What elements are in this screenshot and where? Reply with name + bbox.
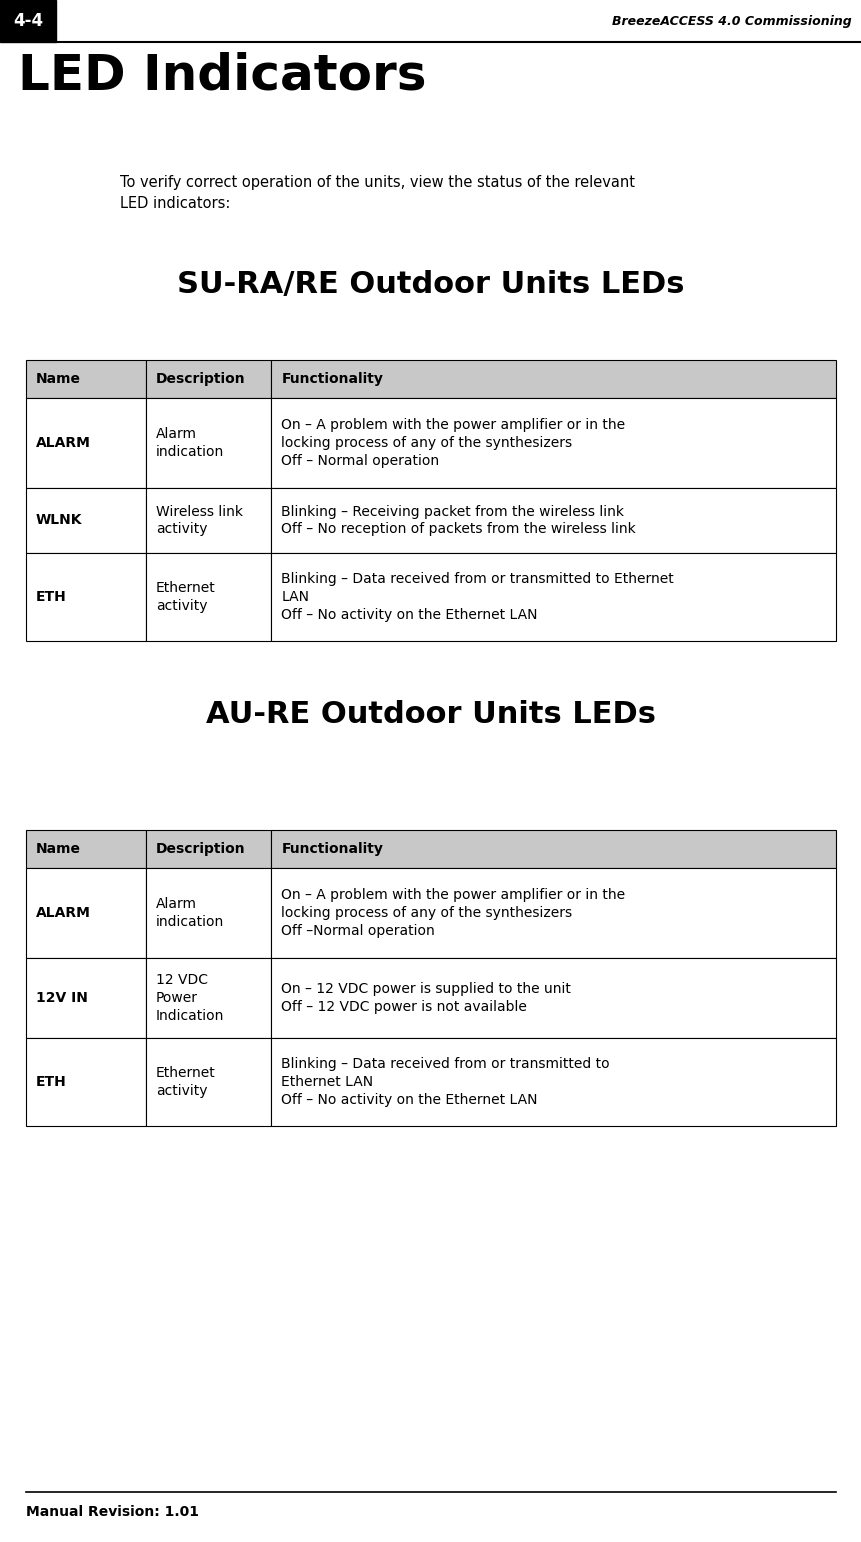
Bar — [146, 958, 271, 1038]
Text: AU-RE Outdoor Units LEDs: AU-RE Outdoor Units LEDs — [206, 700, 655, 729]
Bar — [146, 359, 271, 398]
Bar — [271, 554, 835, 641]
Bar — [26, 830, 146, 868]
Text: Alarm
indication: Alarm indication — [156, 897, 224, 928]
Bar — [146, 830, 271, 868]
Text: 12 VDC
Power
Indication: 12 VDC Power Indication — [156, 973, 224, 1022]
Text: ETH: ETH — [36, 591, 66, 604]
Text: 12V IN: 12V IN — [36, 992, 88, 1005]
Text: BreezeACCESS 4.0 Commissioning: BreezeACCESS 4.0 Commissioning — [611, 14, 851, 28]
Text: Blinking – Receiving packet from the wireless link
Off – No reception of packets: Blinking – Receiving packet from the wir… — [281, 504, 635, 537]
Text: To verify correct operation of the units, view the status of the relevant
LED in: To verify correct operation of the units… — [120, 174, 635, 211]
Bar — [26, 868, 146, 958]
Text: 4-4: 4-4 — [13, 12, 43, 29]
Bar — [26, 1038, 146, 1126]
Text: WLNK: WLNK — [36, 513, 83, 527]
Bar — [26, 487, 146, 554]
Bar — [146, 398, 271, 487]
Text: Manual Revision: 1.01: Manual Revision: 1.01 — [26, 1505, 199, 1519]
Text: Functionality: Functionality — [281, 842, 383, 856]
Text: On – A problem with the power amplifier or in the
locking process of any of the : On – A problem with the power amplifier … — [281, 888, 625, 938]
Bar — [271, 830, 835, 868]
Bar — [271, 359, 835, 398]
Text: On – 12 VDC power is supplied to the unit
Off – 12 VDC power is not available: On – 12 VDC power is supplied to the uni… — [281, 982, 571, 1015]
Bar — [271, 398, 835, 487]
Bar — [146, 1038, 271, 1126]
Bar — [146, 868, 271, 958]
Bar — [0, 0, 56, 42]
Bar — [146, 487, 271, 554]
Text: ALARM: ALARM — [36, 436, 90, 450]
Bar — [26, 398, 146, 487]
Text: Ethernet
activity: Ethernet activity — [156, 1066, 215, 1098]
Text: ALARM: ALARM — [36, 907, 90, 921]
Text: SU-RA/RE Outdoor Units LEDs: SU-RA/RE Outdoor Units LEDs — [177, 270, 684, 299]
Bar — [271, 958, 835, 1038]
Text: On – A problem with the power amplifier or in the
locking process of any of the : On – A problem with the power amplifier … — [281, 418, 625, 467]
Text: Name: Name — [36, 842, 81, 856]
Text: Wireless link
activity: Wireless link activity — [156, 504, 243, 537]
Text: Description: Description — [156, 372, 245, 386]
Bar — [26, 958, 146, 1038]
Bar — [26, 554, 146, 641]
Bar — [271, 868, 835, 958]
Text: Blinking – Data received from or transmitted to
Ethernet LAN
Off – No activity o: Blinking – Data received from or transmi… — [281, 1058, 610, 1107]
Text: Alarm
indication: Alarm indication — [156, 427, 224, 460]
Text: Ethernet
activity: Ethernet activity — [156, 581, 215, 612]
Text: LED Indicators: LED Indicators — [18, 52, 426, 100]
Text: Name: Name — [36, 372, 81, 386]
Bar — [271, 487, 835, 554]
Bar — [26, 359, 146, 398]
Text: Blinking – Data received from or transmitted to Ethernet
LAN
Off – No activity o: Blinking – Data received from or transmi… — [281, 572, 673, 621]
Text: Functionality: Functionality — [281, 372, 383, 386]
Text: Description: Description — [156, 842, 245, 856]
Text: ETH: ETH — [36, 1075, 66, 1089]
Bar — [146, 554, 271, 641]
Bar — [271, 1038, 835, 1126]
